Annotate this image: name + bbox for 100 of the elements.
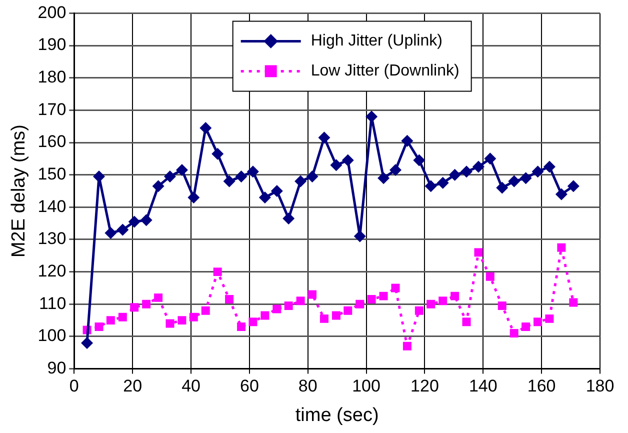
point: [569, 298, 578, 307]
x-tick-label: 60: [240, 376, 259, 396]
y-tick-label: 140: [38, 196, 66, 216]
point: [391, 284, 400, 292]
point: [176, 164, 188, 176]
point: [496, 182, 508, 194]
legend-label: Low Jitter (Downlink): [310, 62, 460, 80]
point: [438, 296, 448, 306]
y-tick-label: 200: [38, 2, 66, 22]
x-tick-label: 80: [298, 376, 318, 396]
point: [189, 312, 198, 322]
point: [212, 148, 224, 160]
point: [498, 302, 506, 310]
point: [294, 175, 307, 188]
point: [154, 293, 163, 302]
point: [510, 329, 518, 338]
point: [306, 170, 318, 182]
point: [225, 295, 234, 304]
point: [545, 314, 554, 323]
y-tick-label: 110: [39, 294, 66, 313]
point: [106, 316, 115, 325]
point: [474, 248, 483, 257]
point: [201, 306, 210, 315]
point: [258, 191, 271, 204]
point: [308, 290, 316, 299]
point: [402, 342, 412, 350]
legend-label: High Jitter (Uplink): [310, 32, 442, 50]
point: [152, 180, 164, 192]
x-tick-label: 0: [69, 376, 79, 396]
point: [130, 303, 139, 312]
point: [213, 268, 222, 276]
point: [270, 185, 283, 197]
point: [557, 243, 566, 252]
point: [508, 175, 520, 188]
x-axis-title: time (sec): [295, 404, 379, 426]
point: [462, 318, 471, 326]
point: [166, 319, 174, 328]
point: [379, 292, 388, 300]
point: [81, 336, 94, 349]
point: [332, 311, 340, 320]
point: [450, 292, 460, 300]
point: [296, 296, 305, 306]
y-tick-label: 100: [38, 326, 66, 346]
point: [401, 134, 414, 147]
point: [223, 175, 236, 188]
y-tick-label: 190: [38, 35, 66, 54]
point: [260, 311, 270, 320]
point: [178, 316, 186, 325]
point: [356, 300, 364, 308]
point: [128, 216, 140, 228]
point: [486, 272, 494, 281]
y-axis-title: M2E delay (ms): [8, 124, 30, 258]
point: [142, 300, 151, 308]
point: [555, 188, 568, 200]
point: [534, 318, 542, 326]
y-tick-label: 120: [38, 262, 66, 281]
x-tick-label: 120: [410, 376, 439, 396]
point: [92, 170, 105, 182]
x-tick-label: 160: [527, 376, 556, 396]
point: [532, 166, 544, 178]
point: [414, 306, 424, 315]
point: [284, 302, 293, 310]
point: [424, 180, 437, 192]
point: [472, 160, 484, 173]
point: [200, 122, 212, 134]
point: [237, 322, 246, 332]
point: [246, 166, 259, 178]
point: [448, 168, 461, 181]
point: [318, 132, 330, 144]
point: [378, 172, 390, 184]
point: [320, 314, 328, 323]
point: [413, 154, 426, 166]
point: [164, 170, 176, 182]
y-tick-label: 90: [47, 358, 66, 378]
point: [367, 295, 376, 304]
point: [436, 176, 449, 189]
point: [282, 212, 295, 224]
y-tick-label: 150: [38, 164, 66, 184]
point: [248, 318, 258, 326]
point: [520, 172, 532, 184]
x-tick-label: 100: [352, 376, 380, 396]
x-tick-label: 40: [182, 376, 200, 396]
y-tick-label: 130: [38, 229, 66, 248]
point: [354, 230, 366, 242]
point: [543, 160, 556, 173]
point: [140, 214, 152, 226]
point: [118, 312, 127, 322]
point: [567, 180, 580, 192]
y-tick-label: 170: [38, 100, 66, 119]
point: [235, 170, 248, 182]
y-tick-label: 180: [38, 68, 66, 87]
point: [104, 227, 117, 240]
x-tick-label: 140: [468, 376, 498, 396]
point: [426, 300, 436, 308]
point: [342, 154, 354, 166]
point: [460, 166, 472, 178]
point: [94, 322, 104, 332]
x-tick-label: 20: [123, 376, 142, 396]
y-tick-label: 160: [38, 132, 66, 152]
point: [272, 304, 282, 314]
